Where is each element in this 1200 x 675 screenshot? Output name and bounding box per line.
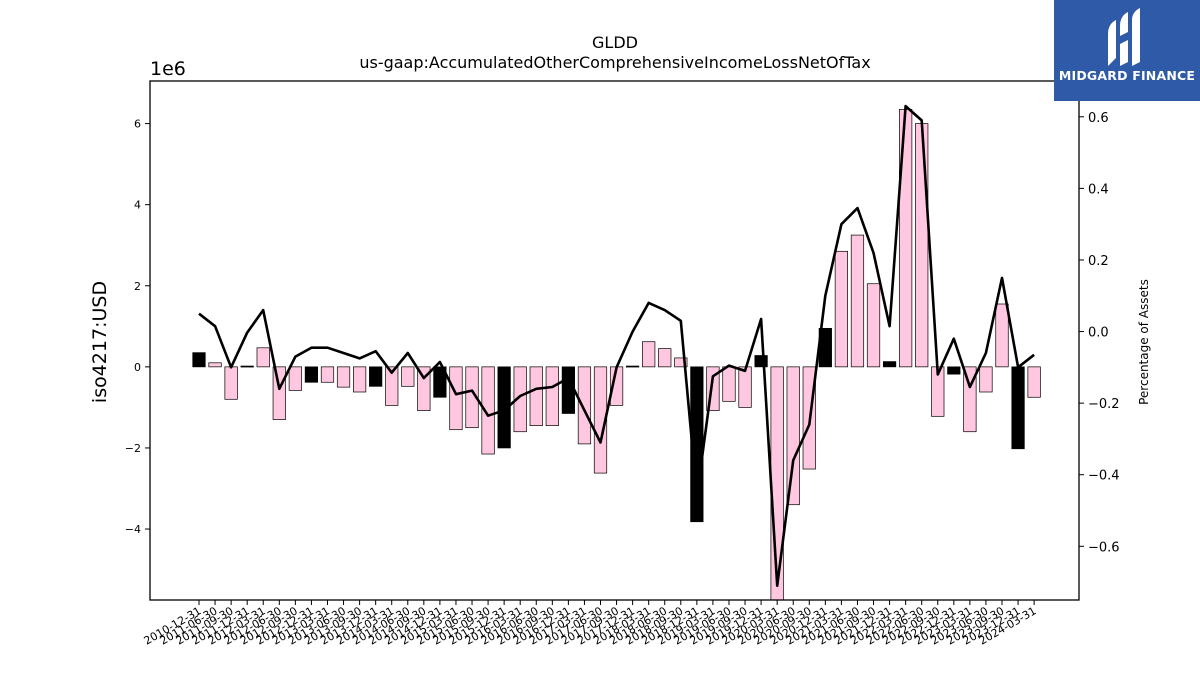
line-group (198, 104, 1035, 588)
y2-tick-label: −0.2 (1088, 397, 1120, 412)
plot-frame (149, 80, 1080, 601)
bar (465, 366, 479, 429)
bar (577, 366, 592, 445)
midgard-finance-logo: MIDGARD FINANCE (1054, 0, 1200, 101)
chart-title: GLDD (592, 33, 638, 52)
y-tick-label: −2 (125, 442, 141, 455)
bar (288, 366, 302, 391)
bar (947, 366, 961, 375)
bar (995, 303, 1009, 368)
bar (1011, 366, 1025, 450)
bar (336, 366, 351, 388)
bar (481, 366, 495, 455)
bar (529, 366, 543, 426)
bar (545, 366, 559, 426)
y2-tick-label: −0.4 (1088, 469, 1120, 484)
bar (722, 366, 736, 402)
bar (1027, 366, 1041, 398)
bar (738, 366, 752, 408)
bar (417, 366, 431, 411)
bar (369, 366, 383, 387)
bar (449, 366, 463, 431)
series-line (198, 104, 1035, 588)
bar (320, 366, 335, 383)
bar (401, 366, 415, 387)
y-offset-label: 1e6 (150, 58, 186, 80)
bar (497, 366, 511, 449)
bar (561, 366, 575, 414)
y-tick-label: 0 (134, 361, 141, 374)
bar (593, 366, 608, 474)
bar (642, 341, 656, 368)
bar (866, 283, 881, 368)
bar (192, 352, 206, 368)
y2-tick-label: 0.6 (1088, 111, 1109, 126)
bar (786, 366, 800, 506)
y-tick-label: 6 (134, 118, 141, 131)
bar (979, 366, 993, 393)
bar (882, 361, 897, 368)
bar (272, 366, 286, 420)
bar (850, 234, 865, 368)
bars-group (192, 109, 1041, 601)
bar (674, 357, 688, 368)
bar (240, 365, 254, 368)
y2-tick-label: 0.2 (1088, 254, 1109, 269)
bar (658, 348, 672, 368)
y-tick-label: −4 (125, 523, 141, 536)
y2-tick-label: 0.0 (1088, 326, 1109, 341)
bar (208, 362, 222, 368)
bar (385, 366, 399, 406)
bar (915, 123, 929, 368)
y-axis-label: iso4217:USD (89, 281, 111, 403)
logo-text: MIDGARD FINANCE (1058, 68, 1196, 83)
y2-tick-label: −0.6 (1088, 540, 1120, 555)
bar (256, 347, 270, 368)
midgard-logo-icon (1108, 8, 1140, 66)
bar (304, 366, 319, 383)
y-tick-label: 2 (134, 280, 141, 293)
axes-group: −4−20246−0.6−0.4−0.20.00.20.40.62010-12-… (125, 111, 1120, 648)
bar (353, 366, 367, 393)
bar (433, 366, 447, 398)
chart-subtitle: us-gaap:AccumulatedOtherComprehensiveInc… (359, 53, 870, 72)
bar (224, 366, 238, 400)
bar (513, 366, 527, 433)
bar (754, 355, 768, 368)
y-tick-label: 4 (134, 199, 141, 212)
y2-axis-label: Percentage of Assets (1137, 279, 1151, 405)
bar (834, 250, 849, 368)
y2-tick-label: 0.4 (1088, 182, 1109, 197)
bar (626, 365, 640, 368)
